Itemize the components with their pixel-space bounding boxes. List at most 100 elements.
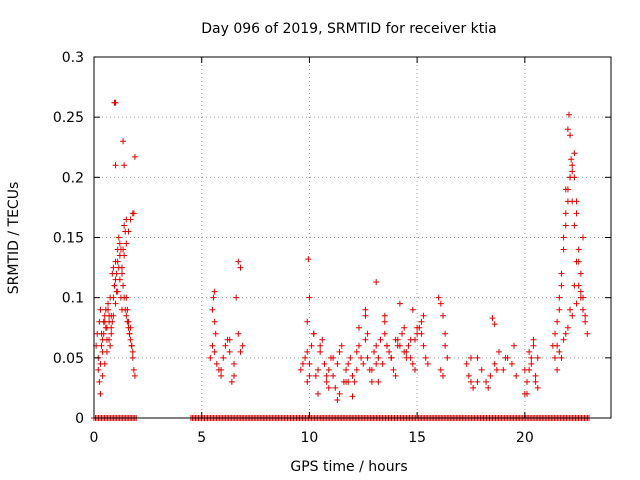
data-point bbox=[409, 306, 416, 313]
data-point bbox=[554, 366, 561, 373]
data-point bbox=[383, 342, 390, 349]
data-point bbox=[306, 294, 313, 301]
data-point bbox=[360, 360, 367, 367]
data-point bbox=[310, 330, 317, 337]
data-point bbox=[121, 222, 128, 229]
data-point bbox=[582, 318, 589, 325]
data-point bbox=[470, 384, 477, 391]
data-point bbox=[373, 279, 380, 286]
data-point bbox=[231, 360, 238, 367]
data-point bbox=[103, 348, 110, 355]
data-point bbox=[534, 384, 541, 391]
data-point bbox=[556, 348, 563, 355]
data-point bbox=[474, 354, 481, 361]
y-tick-label: 0.15 bbox=[53, 231, 84, 247]
data-point bbox=[568, 156, 575, 163]
x-tick-label: 15 bbox=[408, 430, 426, 446]
data-point bbox=[530, 342, 537, 349]
data-point bbox=[556, 306, 563, 313]
data-point bbox=[560, 246, 567, 253]
data-point bbox=[101, 360, 108, 367]
data-point bbox=[424, 360, 431, 367]
data-point bbox=[569, 162, 576, 169]
data-point bbox=[129, 354, 136, 361]
data-point bbox=[207, 354, 214, 361]
data-point bbox=[439, 312, 446, 319]
data-point bbox=[564, 324, 571, 331]
data-point bbox=[569, 168, 576, 175]
data-point bbox=[330, 372, 337, 379]
data-point bbox=[107, 342, 114, 349]
data-point bbox=[120, 138, 127, 145]
data-point bbox=[500, 366, 507, 373]
data-point bbox=[554, 318, 561, 325]
data-point bbox=[101, 318, 108, 325]
data-point bbox=[129, 348, 136, 355]
data-point bbox=[573, 198, 580, 205]
data-point bbox=[577, 288, 584, 295]
y-tick-label: 0.3 bbox=[62, 50, 84, 66]
data-point bbox=[442, 330, 449, 337]
data-point bbox=[439, 372, 446, 379]
data-point bbox=[325, 384, 332, 391]
data-point bbox=[422, 354, 429, 361]
data-point bbox=[355, 324, 362, 331]
data-point bbox=[556, 294, 563, 301]
data-point bbox=[375, 378, 382, 385]
data-point bbox=[237, 264, 244, 271]
data-point bbox=[582, 312, 589, 319]
x-tick-label: 5 bbox=[197, 430, 206, 446]
data-point bbox=[315, 366, 322, 373]
data-point bbox=[123, 312, 130, 319]
data-point bbox=[116, 240, 123, 247]
data-point bbox=[489, 315, 496, 322]
data-point bbox=[330, 354, 337, 361]
data-point bbox=[577, 270, 584, 277]
data-point bbox=[213, 360, 220, 367]
data-point bbox=[401, 324, 408, 331]
data-point bbox=[403, 354, 410, 361]
y-tick-label: 0.05 bbox=[53, 351, 84, 367]
data-point bbox=[116, 276, 123, 283]
data-point bbox=[210, 294, 217, 301]
data-point bbox=[392, 336, 399, 343]
data-point bbox=[407, 336, 414, 343]
data-point bbox=[306, 372, 313, 379]
data-point bbox=[349, 372, 356, 379]
x-tick-label: 0 bbox=[90, 430, 99, 446]
y-tick-label: 0.1 bbox=[62, 291, 84, 307]
data-point bbox=[119, 270, 126, 277]
data-point bbox=[551, 354, 558, 361]
data-point bbox=[121, 294, 128, 301]
data-point bbox=[305, 256, 312, 263]
data-point bbox=[528, 360, 535, 367]
data-point bbox=[112, 99, 119, 106]
data-point bbox=[106, 336, 113, 343]
data-point bbox=[125, 324, 132, 331]
data-point bbox=[306, 360, 313, 367]
data-point bbox=[321, 360, 328, 367]
data-point bbox=[299, 360, 306, 367]
data-point bbox=[127, 336, 134, 343]
data-point bbox=[362, 312, 369, 319]
data-point bbox=[418, 330, 425, 337]
data-point bbox=[304, 318, 311, 325]
data-point bbox=[571, 222, 578, 229]
data-point bbox=[95, 366, 102, 373]
data-point bbox=[353, 348, 360, 355]
data-point bbox=[126, 330, 133, 337]
data-point bbox=[323, 378, 330, 385]
data-point bbox=[304, 378, 311, 385]
data-point bbox=[237, 348, 244, 355]
data-point bbox=[226, 348, 233, 355]
data-point bbox=[362, 336, 369, 343]
data-point bbox=[558, 282, 565, 289]
data-point bbox=[373, 342, 380, 349]
data-point bbox=[420, 312, 427, 319]
data-point bbox=[571, 150, 578, 157]
data-point bbox=[353, 366, 360, 373]
data-point bbox=[554, 342, 561, 349]
data-point bbox=[212, 330, 219, 337]
data-point bbox=[96, 378, 103, 385]
